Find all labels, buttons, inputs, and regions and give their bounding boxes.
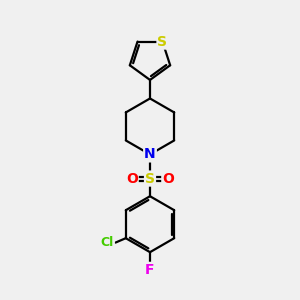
Text: F: F	[145, 263, 155, 277]
Text: O: O	[162, 172, 174, 186]
Text: N: N	[144, 147, 156, 161]
Text: O: O	[126, 172, 138, 186]
Text: S: S	[158, 34, 167, 49]
Text: S: S	[145, 172, 155, 186]
Text: Cl: Cl	[100, 236, 114, 249]
